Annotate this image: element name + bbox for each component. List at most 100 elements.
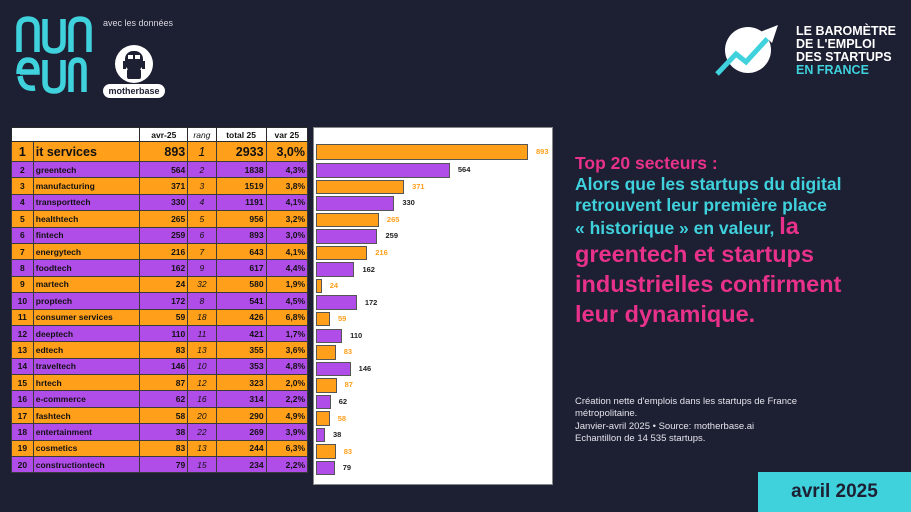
row-rang: 7 bbox=[187, 242, 217, 261]
table-row: 20 constructiontech 79 15 234 2,2% bbox=[11, 456, 309, 474]
row-sector-name: martech bbox=[32, 275, 141, 294]
row-var25: 2,0% bbox=[265, 374, 309, 392]
bar-edtech bbox=[316, 345, 336, 360]
bar-value-label: 162 bbox=[362, 264, 375, 274]
table-row: 16 e-commerce 62 16 314 2,2% bbox=[11, 390, 309, 408]
note-line-3: Janvier-avril 2025 • Source: motherbase.… bbox=[575, 420, 755, 432]
bar-entertainment bbox=[316, 427, 326, 443]
table-row: 7 energytech 216 7 643 4,1% bbox=[11, 242, 309, 261]
row-avr25-value: 146 bbox=[139, 357, 189, 376]
row-rank: 6 bbox=[11, 226, 34, 244]
barometer-line-3: DES STARTUPS bbox=[796, 50, 892, 64]
row-rang: 13 bbox=[187, 341, 217, 359]
row-rank: 11 bbox=[11, 308, 34, 326]
row-rang: 6 bbox=[187, 226, 217, 244]
row-sector-name: manufacturing bbox=[32, 177, 141, 195]
sector-table: avr-25 rang total 25 var 25 1 it services… bbox=[10, 127, 309, 474]
row-sector-name: fashtech bbox=[32, 406, 141, 425]
row-total25: 323 bbox=[215, 374, 267, 392]
bar-value-label: 87 bbox=[344, 380, 353, 390]
table-row: 6 fintech 259 6 893 3,0% bbox=[11, 226, 309, 244]
row-avr25-value: 38 bbox=[139, 423, 189, 441]
date-badge: avril 2025 bbox=[758, 472, 911, 512]
row-rank: 7 bbox=[11, 242, 34, 261]
row-total25: 244 bbox=[215, 439, 267, 458]
row-avr25-value: 24 bbox=[139, 275, 189, 294]
bar-healthtech bbox=[316, 212, 379, 228]
row-rank: 18 bbox=[11, 423, 34, 441]
bar-constructiontech bbox=[316, 460, 335, 476]
motherbase-wordmark: motherbase bbox=[103, 84, 165, 98]
bar-transporttech bbox=[316, 196, 395, 211]
row-avr25-value: 564 bbox=[139, 160, 189, 179]
row-avr25-value: 893 bbox=[139, 141, 189, 162]
row-total25: 643 bbox=[215, 242, 267, 261]
table-row: 3 manufacturing 371 3 1519 3,8% bbox=[11, 177, 309, 195]
table-row: 8 foodtech 162 9 617 4,4% bbox=[11, 259, 309, 277]
row-avr25-value: 265 bbox=[139, 210, 189, 228]
bar-cosmetics bbox=[316, 444, 336, 459]
row-var25: 6,3% bbox=[265, 439, 309, 458]
headline-line-3: retrouvent leur première place bbox=[575, 195, 827, 215]
row-var25: 1,7% bbox=[265, 324, 309, 343]
table-row: 1 it services 893 1 2933 3,0% bbox=[11, 141, 309, 162]
row-avr25-value: 59 bbox=[139, 308, 189, 326]
row-var25: 3,8% bbox=[265, 177, 309, 195]
bar-value-label: 62 bbox=[338, 396, 348, 406]
row-var25: 4,5% bbox=[265, 292, 309, 310]
robot-icon bbox=[115, 45, 153, 83]
row-total25: 355 bbox=[215, 341, 267, 359]
row-total25: 421 bbox=[215, 324, 267, 343]
row-sector-name: transporttech bbox=[32, 193, 141, 212]
barometer-title: LE BAROMÈTRE DE L'EMPLOI DES STARTUPS EN… bbox=[796, 25, 896, 77]
row-var25: 4,3% bbox=[265, 160, 309, 179]
bar-value-label: 38 bbox=[333, 430, 342, 440]
table-row: 12 deeptech 110 11 421 1,7% bbox=[11, 324, 309, 343]
table-row: 5 healthtech 265 5 956 3,2% bbox=[11, 210, 309, 228]
bar-fashtech bbox=[316, 411, 330, 426]
headline-line-6: industrielles confirment bbox=[575, 271, 842, 297]
headline-line-4b: la bbox=[779, 213, 799, 239]
row-total25: 426 bbox=[215, 308, 267, 326]
headline-line-1: Top 20 secteurs : bbox=[575, 153, 718, 173]
header-var25: var 25 bbox=[265, 127, 309, 142]
row-rang: 16 bbox=[187, 390, 217, 408]
bar-value-label: 265 bbox=[386, 214, 400, 224]
bar-fintech bbox=[316, 229, 378, 244]
table-row: 10 proptech 172 8 541 4,5% bbox=[11, 292, 309, 310]
row-var25: 4,1% bbox=[265, 193, 309, 212]
bar-value-label: 216 bbox=[375, 248, 388, 258]
barometer-line-1: LE BAROMÈTRE bbox=[796, 24, 896, 38]
row-avr25-value: 259 bbox=[139, 226, 189, 244]
row-avr25-value: 110 bbox=[139, 324, 189, 343]
row-rank: 20 bbox=[11, 456, 34, 474]
row-rank: 2 bbox=[11, 160, 34, 179]
row-total25: 314 bbox=[215, 390, 267, 408]
note-line-4: Echantillon de 14 535 startups. bbox=[575, 432, 706, 444]
row-var25: 4,8% bbox=[265, 357, 309, 376]
row-total25: 956 bbox=[215, 210, 267, 228]
bar-energytech bbox=[316, 245, 368, 261]
bar-traveltech bbox=[316, 361, 351, 377]
bar-manufacturing bbox=[316, 179, 405, 195]
row-rang: 4 bbox=[187, 193, 217, 212]
row-total25: 2933 bbox=[215, 141, 267, 162]
row-rank: 16 bbox=[11, 390, 34, 408]
row-rang: 18 bbox=[187, 308, 217, 326]
row-rang: 11 bbox=[187, 324, 217, 343]
bar-value-label: 83 bbox=[343, 347, 353, 357]
headline-line-4: « historique » en valeur, la bbox=[575, 213, 895, 239]
bar-value-label: 330 bbox=[402, 198, 415, 208]
row-rang: 2 bbox=[187, 160, 217, 179]
row-avr25-value: 62 bbox=[139, 390, 189, 408]
row-rank: 12 bbox=[11, 324, 34, 343]
row-avr25-value: 330 bbox=[139, 193, 189, 212]
bar-value-label: 146 bbox=[358, 363, 372, 373]
row-rang: 10 bbox=[187, 357, 217, 376]
row-rang: 15 bbox=[187, 456, 217, 474]
row-rang: 8 bbox=[187, 292, 217, 310]
row-total25: 269 bbox=[215, 423, 267, 441]
header-total25: total 25 bbox=[215, 127, 267, 142]
row-total25: 290 bbox=[215, 406, 267, 425]
header-avr25: avr-25 bbox=[139, 127, 189, 142]
